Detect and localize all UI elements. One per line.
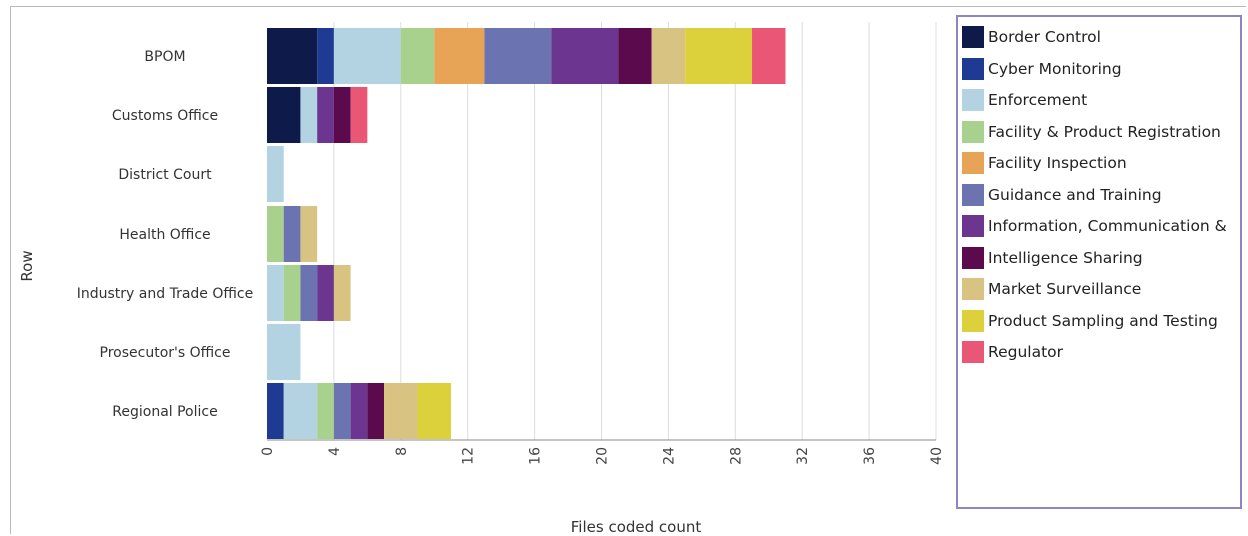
category-label: Industry and Trade Office (77, 286, 253, 302)
bar-segment (267, 206, 284, 262)
x-tick-label: 12 (461, 447, 477, 465)
legend-label: Enforcement (988, 91, 1088, 109)
x-tick-label: 32 (795, 447, 811, 465)
x-tick-label: 4 (327, 447, 343, 456)
legend-item: Information, Communication & (962, 214, 1227, 238)
bar-segment (267, 383, 284, 439)
bar-segment (267, 146, 284, 202)
bar-segment (333, 265, 351, 321)
legend-label: Border Control (988, 28, 1101, 46)
legend-label: Guidance and Training (988, 185, 1162, 204)
bar-segment (267, 28, 318, 84)
bar-segment (651, 28, 686, 84)
bar-segment (333, 28, 401, 84)
legend-swatch (962, 152, 984, 174)
bars (267, 28, 786, 439)
y-axis-title: Row (18, 250, 36, 281)
x-tick-label: 16 (528, 447, 544, 465)
bar-segment (333, 87, 351, 143)
bar-segment (618, 28, 652, 84)
legend-label: Cyber Monitoring (988, 59, 1122, 78)
bar-segment (350, 383, 368, 439)
bar-segment (417, 383, 451, 439)
bar-segment (333, 383, 351, 439)
bar-segment (367, 383, 385, 439)
legend-label: Intelligence Sharing (988, 248, 1143, 267)
legend-swatch (962, 278, 984, 300)
legend-label: Market Surveillance (988, 280, 1142, 298)
bar-segment (685, 28, 753, 84)
bar-segment (317, 383, 334, 439)
legend-swatch (962, 89, 984, 111)
x-tick-label: 24 (661, 447, 677, 465)
bar-segment (317, 265, 334, 321)
x-tick-label: 20 (595, 447, 611, 465)
gridlines (333, 22, 937, 440)
x-tick-label: 0 (260, 447, 276, 456)
legend: Border Control Cyber Monitoring Enforcemen… (956, 15, 1242, 509)
legend-swatch (962, 246, 984, 269)
category-label: BPOM (144, 49, 185, 65)
legend-label: Facility & Product Registration (988, 122, 1221, 141)
legend-swatch (962, 341, 984, 363)
bar-segment (484, 28, 552, 84)
legend-swatch (962, 57, 984, 80)
category-labels: BPOM Customs Office District Court Health O… (77, 49, 253, 420)
legend-swatch (962, 26, 984, 48)
bar-segment (267, 324, 301, 380)
legend-swatch (962, 215, 984, 237)
bar-segment (400, 28, 435, 84)
x-axis-title: Files coded count (571, 518, 702, 536)
bar-segment (283, 265, 301, 321)
legend-swatch (962, 309, 984, 332)
chart-frame (10, 6, 1246, 534)
legend-item: Facility & Product Registration (962, 120, 1221, 144)
legend-label: Facility Inspection (988, 154, 1127, 172)
bar-segment (267, 265, 284, 321)
bar-segment (283, 206, 301, 262)
category-label: District Court (118, 167, 212, 183)
legend-item: Product Sampling and Testing (962, 309, 1218, 333)
x-tick-label: 28 (728, 447, 744, 465)
category-label: Regional Police (112, 404, 217, 420)
bar-segment (300, 87, 318, 143)
bar-segment (267, 87, 301, 143)
bar-segment (350, 87, 368, 143)
legend-item: Cyber Monitoring (962, 57, 1122, 81)
legend-label: Information, Communication & (988, 217, 1227, 235)
legend-item: Market Surveillance (962, 277, 1141, 301)
x-tick-labels: 0 4 8 12 16 20 24 28 32 36 40 (260, 447, 945, 465)
bar-segment (317, 87, 334, 143)
legend-item: Facility Inspection (962, 151, 1127, 175)
x-tick-label: 36 (862, 447, 878, 465)
category-label: Customs Office (112, 108, 218, 124)
stacked-bar-chart: BPOM Customs Office District Court Health O… (18, 22, 945, 536)
legend-label: Regulator (988, 343, 1064, 361)
legend-item: Regulator (962, 340, 1063, 364)
legend-item: Guidance and Training (962, 183, 1162, 207)
bar-segment (300, 265, 318, 321)
legend-item: Border Control (962, 25, 1101, 49)
category-label: Health Office (119, 227, 210, 243)
legend-swatch (962, 120, 984, 143)
bar-segment (434, 28, 485, 84)
bar-segment (283, 383, 318, 439)
legend-swatch (962, 183, 984, 206)
bar-segment (752, 28, 786, 84)
legend-item: Intelligence Sharing (962, 246, 1143, 270)
legend-label: Product Sampling and Testing (988, 311, 1218, 330)
x-tick-label: 40 (929, 447, 945, 465)
legend-item: Enforcement (962, 88, 1087, 112)
bar-segment (317, 28, 334, 84)
x-tick-label: 8 (394, 447, 410, 456)
bar-segment (384, 383, 418, 439)
bar-segment (551, 28, 619, 84)
bar-segment (300, 206, 318, 262)
category-label: Prosecutor's Office (100, 345, 231, 361)
